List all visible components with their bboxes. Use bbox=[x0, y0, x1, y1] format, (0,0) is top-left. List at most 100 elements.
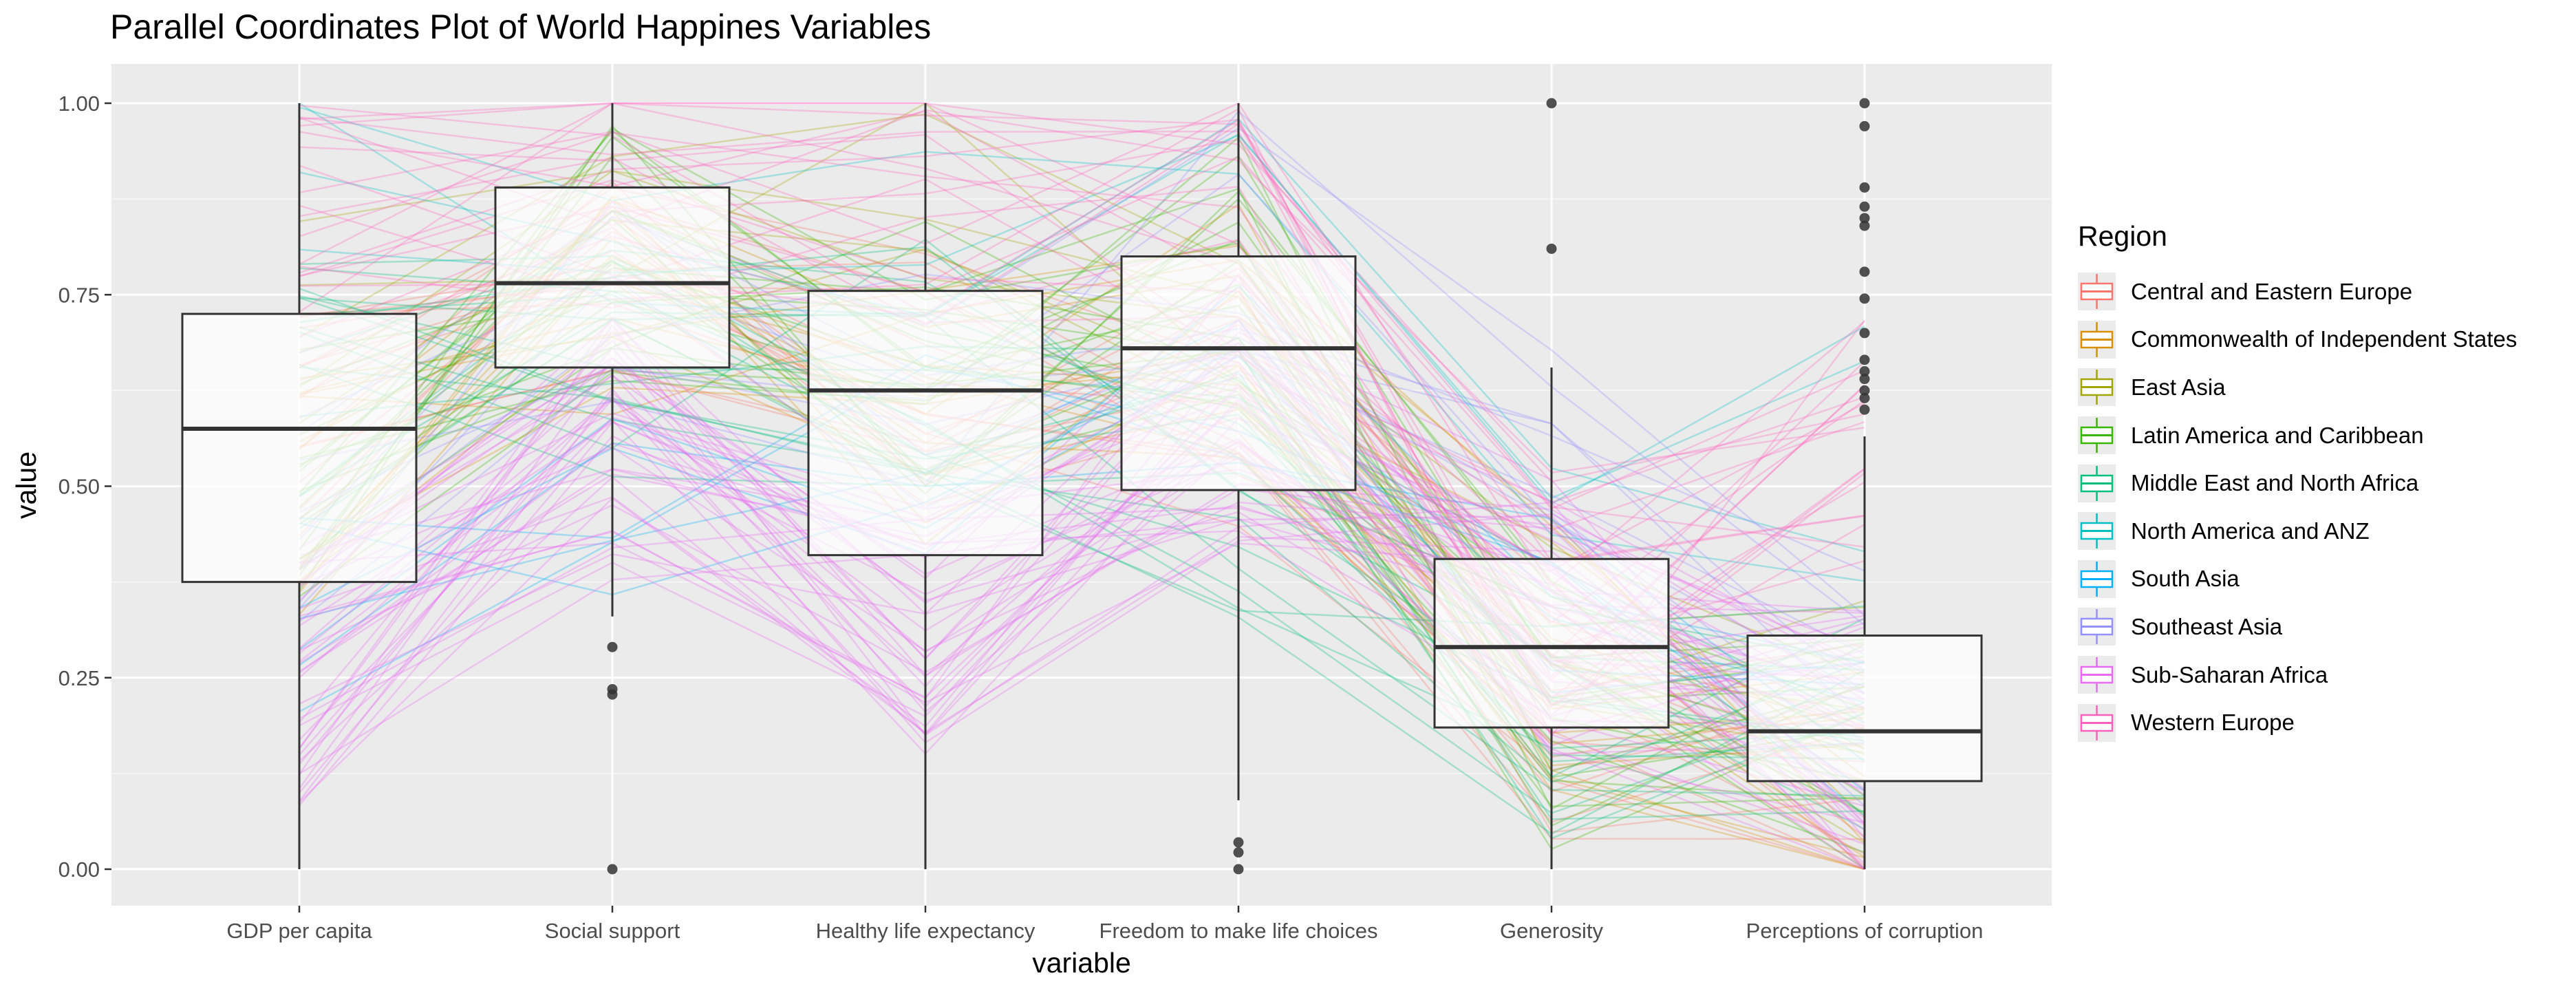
box bbox=[1433, 557, 1670, 729]
legend-item: Southeast Asia bbox=[2078, 603, 2517, 651]
boxplot-gdp-per-capita bbox=[181, 103, 418, 869]
region-line bbox=[299, 350, 1865, 851]
box bbox=[494, 186, 731, 369]
region-line bbox=[299, 275, 1865, 824]
region-line bbox=[299, 326, 1865, 840]
x-axis-label: variable bbox=[1032, 947, 1131, 979]
outlier-point bbox=[1233, 837, 1244, 848]
legend-label: South Asia bbox=[2131, 566, 2240, 592]
region-line bbox=[299, 331, 1865, 839]
x-tick-label: Healthy life expectancy bbox=[816, 919, 1035, 943]
region-line bbox=[299, 102, 1865, 588]
region-line bbox=[299, 273, 1865, 572]
legend-key-icon bbox=[2078, 464, 2116, 502]
legend-item: Commonwealth of Independent States bbox=[2078, 316, 2517, 364]
box bbox=[807, 290, 1044, 557]
outlier-point bbox=[1546, 98, 1557, 109]
y-tick-label: 0.50 bbox=[58, 475, 100, 499]
region-line bbox=[299, 319, 1865, 755]
region-line bbox=[298, 316, 1865, 749]
region-line bbox=[299, 134, 1865, 504]
outlier-point bbox=[607, 641, 618, 652]
x-tick-label: Freedom to make life choices bbox=[1099, 919, 1378, 943]
region-line bbox=[299, 102, 1865, 562]
legend-item: Latin America and Caribbean bbox=[2078, 412, 2517, 460]
legend-key-icon bbox=[2078, 703, 2116, 742]
outlier-point bbox=[1859, 393, 1870, 404]
box bbox=[1746, 635, 1983, 782]
region-line bbox=[299, 345, 1865, 820]
legend-key-icon bbox=[2078, 368, 2116, 407]
outlier-point bbox=[1859, 328, 1870, 339]
legend-key-icon bbox=[2078, 560, 2116, 598]
y-tick-label: 0.00 bbox=[58, 857, 100, 882]
boxplot-healthy-life-expectancy bbox=[807, 103, 1044, 869]
region-line bbox=[299, 350, 1865, 724]
region-line bbox=[299, 102, 1865, 483]
outlier-point bbox=[1233, 847, 1244, 858]
region-line bbox=[299, 387, 1865, 765]
region-line bbox=[299, 369, 1865, 762]
outlier-point bbox=[1859, 354, 1870, 365]
region-line bbox=[299, 369, 1865, 871]
boxplot-social-support bbox=[494, 103, 731, 875]
outlier-point bbox=[1859, 201, 1870, 212]
legend-item: Sub-Saharan Africa bbox=[2078, 651, 2517, 699]
boxplot-perceptions-of-corruption bbox=[1746, 98, 1983, 869]
outlier-point bbox=[1859, 293, 1870, 304]
outlier-point bbox=[607, 689, 618, 700]
boxplots bbox=[181, 98, 1983, 875]
outlier-point bbox=[1859, 220, 1870, 231]
region-line bbox=[299, 110, 1865, 626]
outlier-point bbox=[607, 864, 618, 875]
legend-key-icon bbox=[2078, 656, 2116, 694]
legend-item: South Asia bbox=[2078, 555, 2517, 604]
legend-title: Region bbox=[2078, 220, 2167, 252]
outlier-point bbox=[1859, 374, 1870, 385]
region-line bbox=[299, 288, 1865, 835]
outlier-point bbox=[1859, 182, 1870, 193]
y-tick-label: 0.25 bbox=[58, 666, 100, 690]
chart-title: Parallel Coordinates Plot of World Happi… bbox=[110, 8, 932, 46]
y-tick-label: 0.75 bbox=[58, 283, 100, 307]
x-tick-label: Social support bbox=[545, 919, 680, 943]
plot-panel bbox=[111, 64, 2052, 906]
x-tick-label: GDP per capita bbox=[226, 919, 372, 943]
legend-label: Middle East and North Africa bbox=[2131, 470, 2419, 496]
x-axis: GDP per capita Social support Healthy life… bbox=[226, 906, 1983, 979]
boxplot-freedom-to-make-life-choices bbox=[1120, 103, 1357, 875]
legend-label: Southeast Asia bbox=[2131, 613, 2283, 639]
legend-label: Central and Eastern Europe bbox=[2131, 278, 2413, 304]
legend-item: North America and ANZ bbox=[2078, 507, 2517, 555]
y-axis: 0.00 0.25 0.50 0.75 1.00 value bbox=[10, 92, 111, 882]
legend-key-icon bbox=[2078, 512, 2116, 551]
legend-item: East Asia bbox=[2078, 363, 2517, 412]
y-axis-label: value bbox=[10, 451, 42, 519]
region-line bbox=[299, 417, 1865, 756]
outlier-point bbox=[1859, 98, 1870, 109]
outlier-point bbox=[1859, 366, 1870, 377]
box bbox=[181, 312, 418, 584]
legend-item: Middle East and North Africa bbox=[2078, 459, 2517, 507]
legend-key-icon bbox=[2078, 273, 2116, 311]
outlier-point bbox=[1546, 243, 1557, 254]
legend-label: Commonwealth of Independent States bbox=[2131, 326, 2518, 352]
x-tick-label: Perceptions of corruption bbox=[1746, 919, 1984, 943]
region-line bbox=[299, 366, 1865, 784]
x-tick-label: Generosity bbox=[1500, 919, 1603, 943]
legend-item: Western Europe bbox=[2078, 699, 2517, 747]
region-line bbox=[299, 106, 1865, 582]
outlier-point bbox=[1859, 385, 1870, 396]
legend-label: East Asia bbox=[2131, 374, 2226, 400]
outlier-point bbox=[1859, 404, 1870, 415]
legend-label: Sub-Saharan Africa bbox=[2131, 661, 2328, 688]
boxplot-generosity bbox=[1433, 98, 1670, 869]
legend: Region Central and Eastern Europe Commonw… bbox=[2078, 220, 2517, 747]
legend-key-icon bbox=[2078, 416, 2116, 455]
region-line bbox=[299, 488, 1865, 674]
region-line bbox=[299, 136, 1865, 773]
region-line bbox=[299, 346, 1865, 871]
legend-key-icon bbox=[2078, 320, 2116, 359]
y-tick-label: 1.00 bbox=[58, 92, 100, 116]
